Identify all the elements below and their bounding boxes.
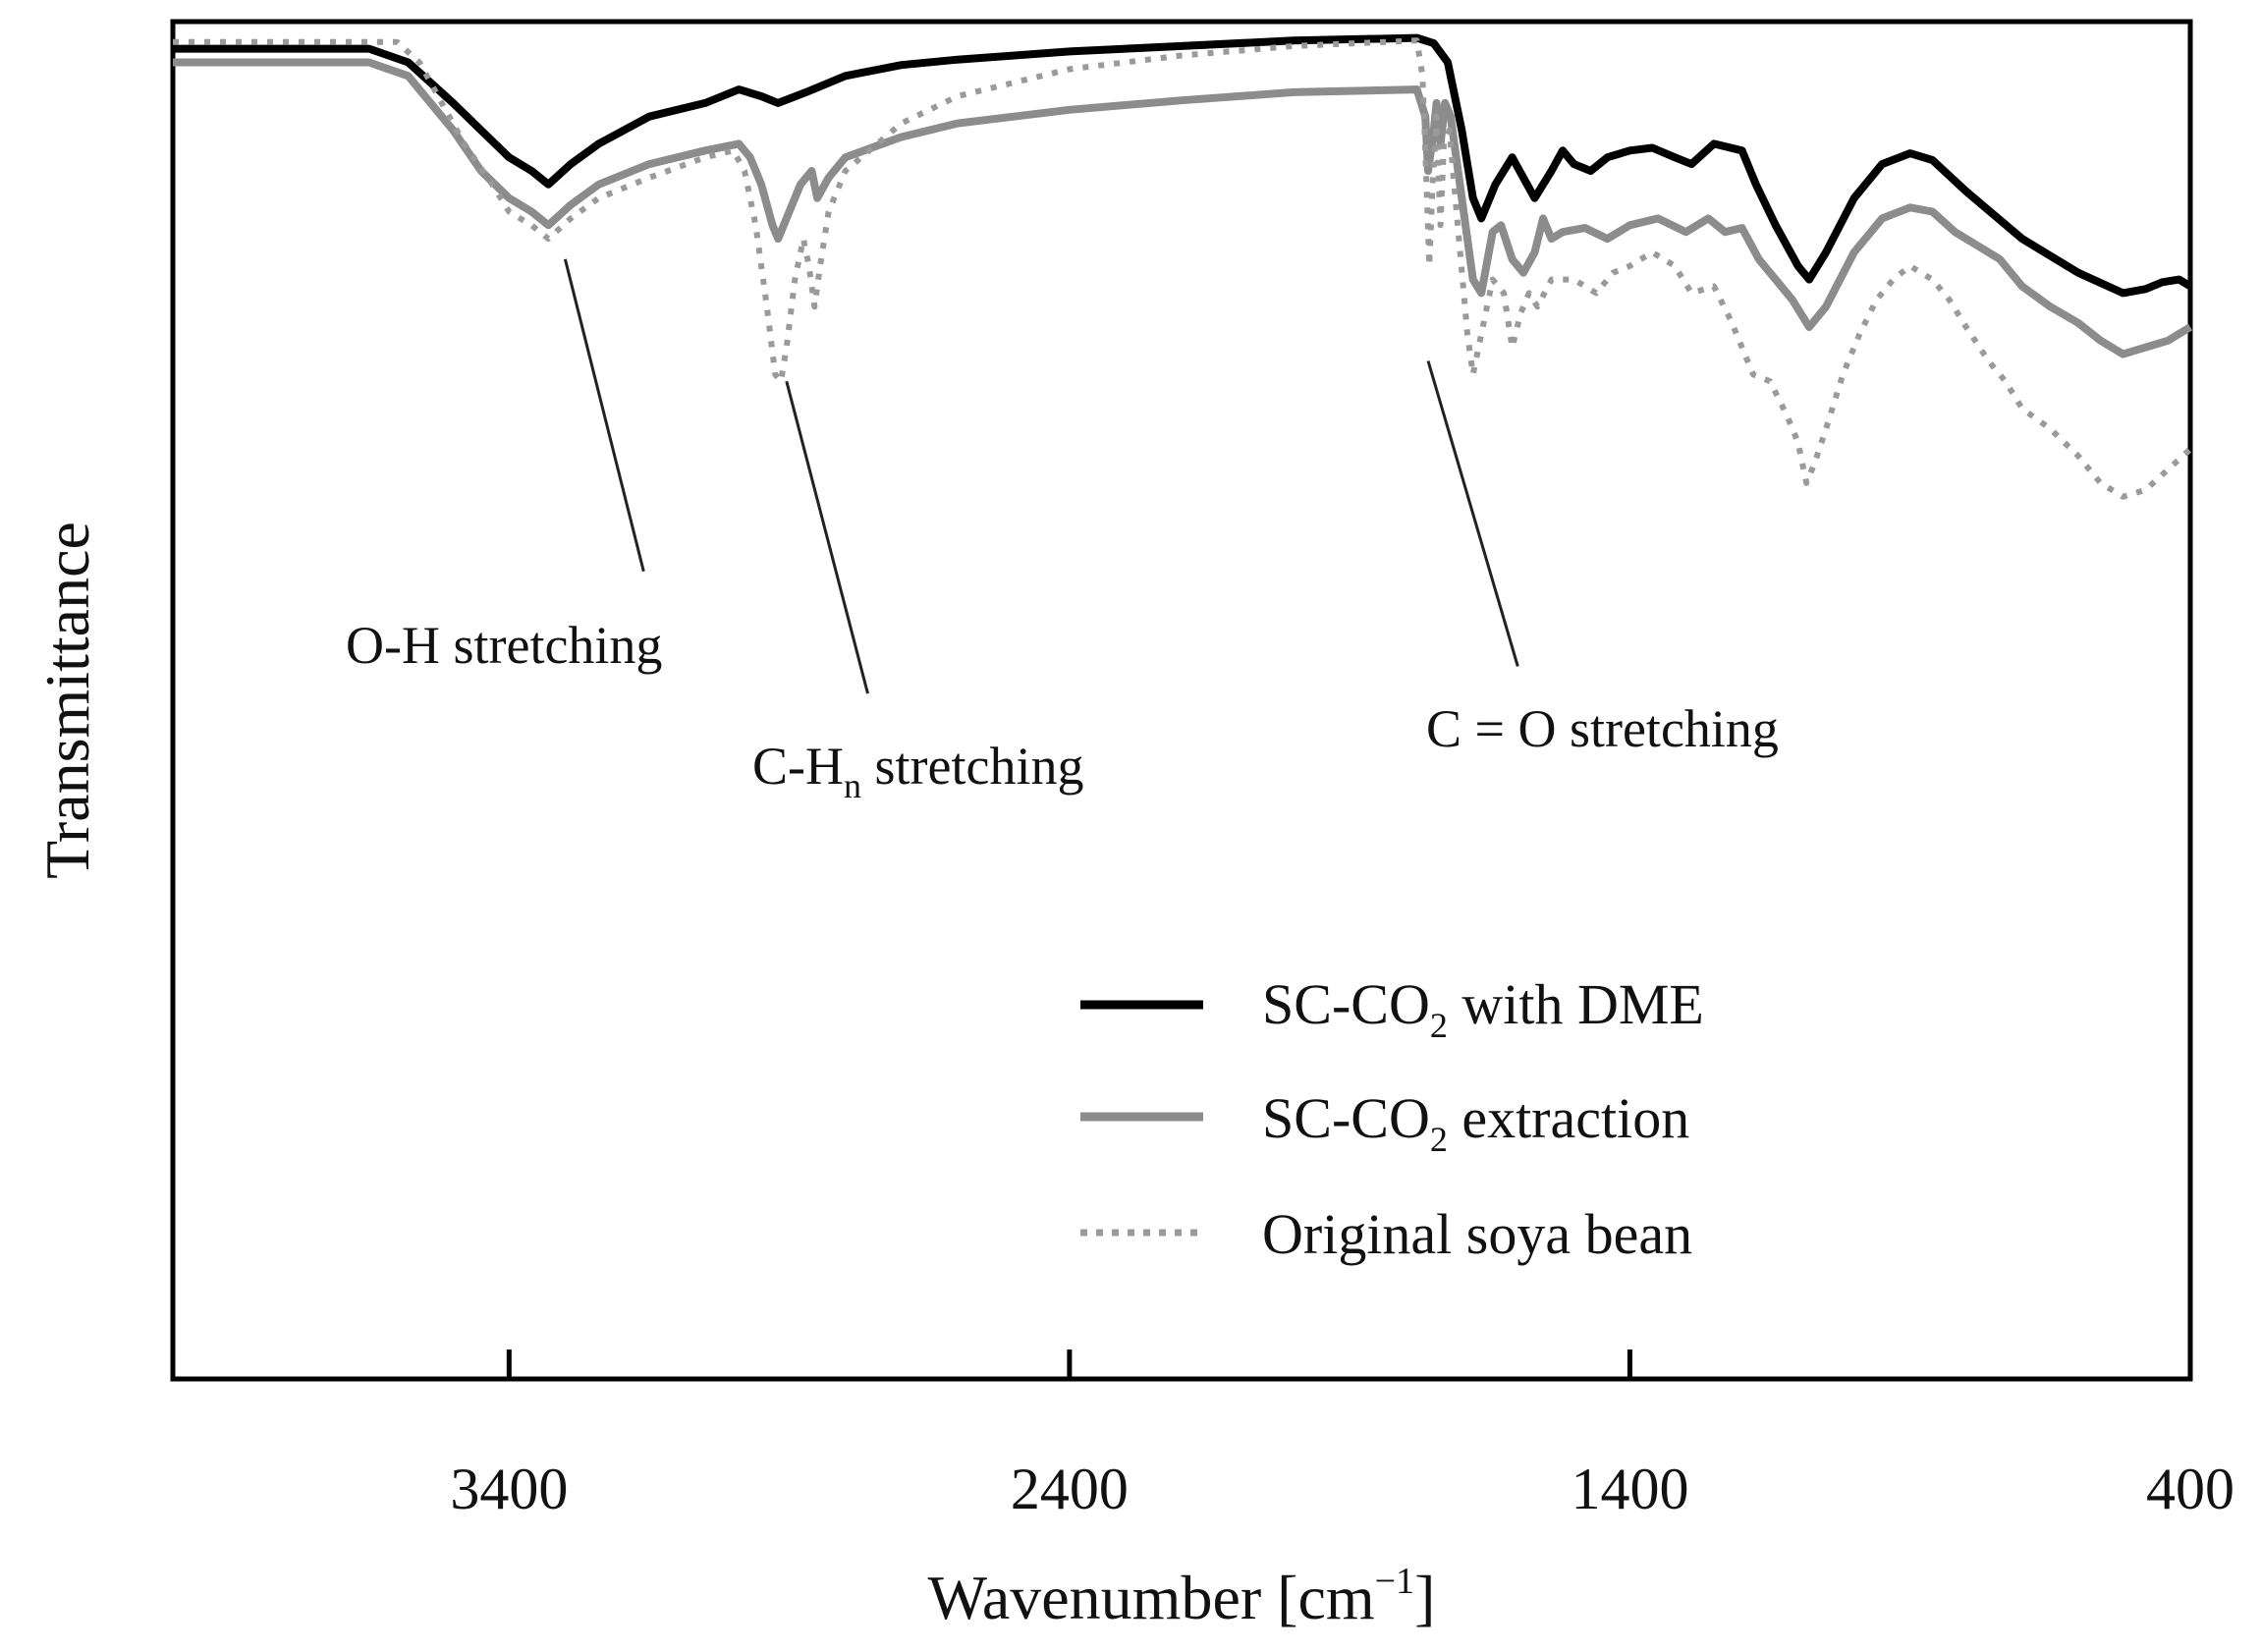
oh-annotation: O-H stretching — [346, 616, 662, 675]
x-axis-title-sup: −1 — [1375, 1561, 1414, 1602]
ch-annotation: C-Hn stretching — [752, 737, 1083, 805]
legend-extraction-rest: extraction — [1448, 1086, 1689, 1150]
series-original-line — [173, 37, 2193, 500]
x-axis-title-end: ] — [1414, 1563, 1435, 1632]
legend-extraction-sub: 2 — [1430, 1120, 1448, 1159]
co-annotation-main: C = O stretching — [1426, 699, 1779, 758]
legend-dme-rest: with DME — [1448, 972, 1704, 1036]
legend-original-main: Original soya bean — [1262, 1202, 1692, 1266]
plot-frame — [170, 19, 2193, 1382]
legend-label-extraction: SC-CO2 extraction — [1262, 1086, 1689, 1159]
x-tick-label-400: 400 — [2146, 1457, 2234, 1521]
legend-dme-sub: 2 — [1430, 1006, 1448, 1045]
legend-label-original: Original soya bean — [1262, 1202, 1692, 1266]
y-axis-title: Transmittance — [32, 522, 102, 879]
oh-annotation-main: O-H stretching — [346, 616, 662, 675]
series-dme-line — [173, 33, 2193, 298]
legend: SC-CO2 with DME SC-CO2 extraction Origin… — [1080, 972, 1704, 1266]
x-tick-label-3400: 3400 — [450, 1457, 568, 1521]
ch-annotation-main: C-H — [752, 737, 844, 796]
ch-annotation-leader — [785, 380, 869, 694]
ch-annotation-rest: stretching — [861, 737, 1083, 796]
x-tick-label-2400: 2400 — [1011, 1457, 1129, 1521]
legend-extraction-main: SC-CO — [1262, 1086, 1430, 1150]
ch-annotation-sub: n — [844, 766, 861, 805]
x-axis-title: Wavenumber [cm−1] — [928, 1561, 1436, 1632]
x-axis-title-main: Wavenumber [cm — [928, 1563, 1375, 1632]
series-extraction-line — [173, 58, 2193, 358]
legend-dme-main: SC-CO — [1262, 972, 1430, 1036]
co-annotation-leader — [1426, 360, 1519, 667]
co-annotation: C = O stretching — [1426, 699, 1779, 758]
oh-annotation-leader — [563, 258, 645, 573]
legend-label-dme: SC-CO2 with DME — [1262, 972, 1704, 1045]
x-tick-label-1400: 1400 — [1571, 1457, 1688, 1521]
